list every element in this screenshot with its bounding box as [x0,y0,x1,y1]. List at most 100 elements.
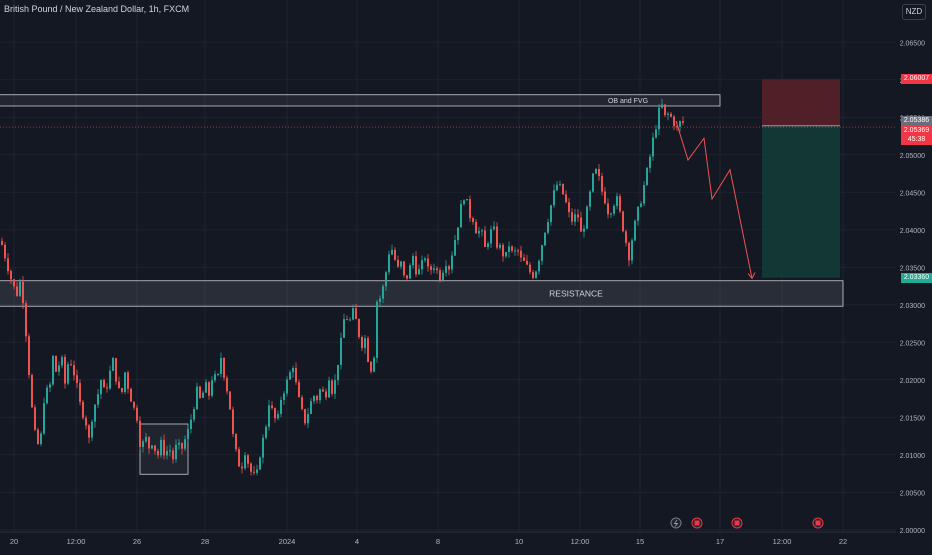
candle-body [133,401,135,408]
y-tick-label: 2.00500 [900,490,925,497]
candle-body [52,355,54,385]
x-tick-label: 12:00 [773,537,792,546]
candle-body [472,218,474,222]
candle-body [616,196,618,206]
candle-body [1,241,3,245]
candle-body [613,205,615,214]
candle-body [316,396,318,401]
candle-body [109,370,111,389]
candle-body [34,407,36,430]
candle-body [397,259,399,267]
candle-body [637,206,639,221]
candle-body [127,372,129,389]
candle-body [295,367,297,383]
candle-body [502,244,504,257]
candle-body [193,409,195,420]
candle-body [79,383,81,402]
candle-body [634,220,636,241]
candle-body [229,391,231,410]
x-tick-label: 20 [10,537,18,546]
candle-body [268,405,270,427]
resistance-zone [0,280,844,307]
candle-body [679,121,681,127]
candle-body [328,380,330,398]
candle-body [649,156,651,168]
candle-body [358,319,360,338]
candle-body [265,426,267,438]
y-tick-label: 2.00000 [900,528,925,535]
candle-body [103,380,105,388]
candle-body [247,455,249,464]
candle-body [322,389,324,392]
candle-body [142,441,144,447]
candle-body [676,126,678,128]
candle-body [475,221,477,234]
candle-body [487,243,489,248]
candle-body [343,319,345,338]
ob-fvg-zone [0,94,721,107]
candle-body [469,199,471,219]
x-tick-label: 22 [839,537,847,546]
candle-body [457,227,459,241]
candle-body [73,365,75,376]
y-tick-label: 2.05000 [900,153,925,160]
candle-body [13,279,15,287]
candle-body [682,121,684,123]
candle-body [37,429,39,445]
candle-body [196,386,198,410]
candle-body [244,455,246,469]
y-tick-label: 2.02000 [900,378,925,385]
candle-body [43,403,45,434]
candle-body [589,191,591,207]
candle-body [403,261,405,276]
candle-body [610,213,612,215]
candle-body [31,375,33,408]
flag-glyph [734,520,740,526]
candle-body [451,255,453,270]
candle-body [361,337,363,349]
candle-body [211,380,213,396]
candle-body [355,308,357,320]
candle-body [262,437,264,458]
candle-body [325,391,327,398]
x-tick-label: 12:00 [571,537,590,546]
candle-body [283,393,285,400]
candle-body [40,433,42,445]
flag-glyph [694,520,700,526]
candle-body [91,421,93,438]
candle-body [499,244,501,248]
chart-grid [0,0,896,532]
candle-body [553,190,555,206]
candle-body [115,358,117,382]
candle-body [136,407,138,421]
candle-body [124,372,126,392]
candle-body [562,183,564,195]
candle-body [271,405,273,409]
candle-body [394,249,396,260]
ob-fvg-label: OB and FVG [608,98,648,105]
candle-body [388,254,390,273]
candle-body [163,439,165,456]
x-tick-label: 10 [515,537,523,546]
candle-body [538,260,540,272]
candle-body [436,268,438,271]
current-price-tag-top: 2.05386 [901,115,932,126]
currency-button[interactable]: NZD [902,4,926,20]
candle-body [580,217,582,232]
candle-body [655,129,657,138]
candles-layer [1,98,684,476]
candle-body [628,242,630,261]
x-tick-label: 28 [201,537,209,546]
x-tick-label: 8 [436,537,440,546]
candle-body [277,414,279,419]
candle-body [334,380,336,394]
candle-body [505,251,507,257]
candle-body [319,389,321,401]
candle-body [646,167,648,185]
candle-body [85,417,87,426]
stop-price-tag: 2.06007 [901,74,932,85]
candle-body [22,281,24,304]
candle-body [181,442,183,449]
